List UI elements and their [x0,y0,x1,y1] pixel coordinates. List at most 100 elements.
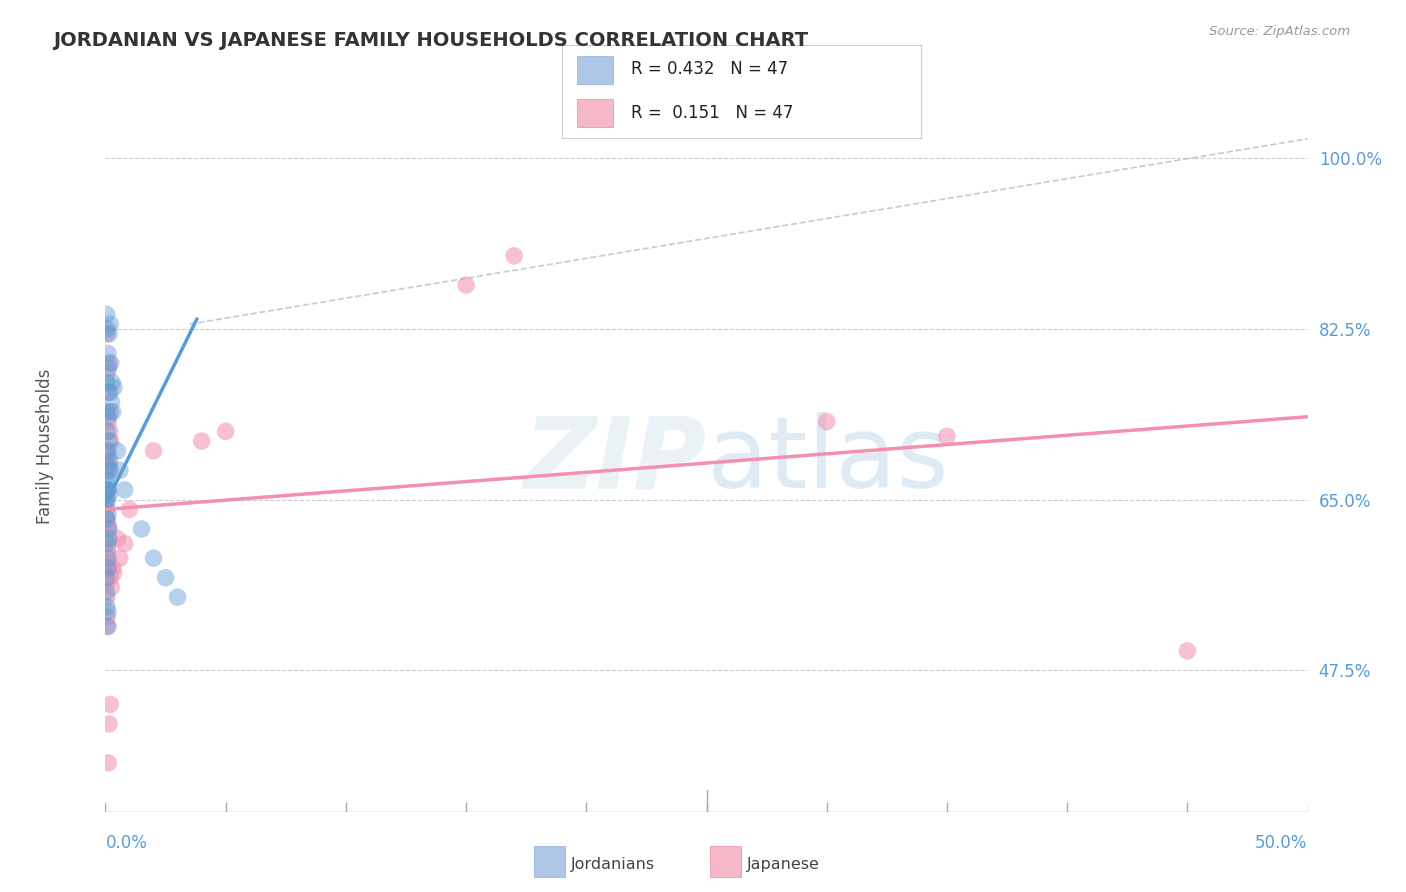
Point [97,532,120,546]
Text: Family Households: Family Households [37,368,55,524]
Point [97,605,120,619]
Point [96,492,118,507]
Point [96,498,118,512]
Point [107,532,129,546]
Point [96,376,118,390]
Point [96,585,118,599]
Point [96,483,118,497]
Point [96,599,118,614]
Text: Source: ZipAtlas.com: Source: ZipAtlas.com [1209,25,1350,38]
Point [97,409,120,424]
Point [97,443,120,458]
Point [97,551,120,566]
Bar [576,99,613,127]
Point [98,434,121,449]
Point [96,541,118,556]
Point [96,590,118,604]
Point [96,571,118,585]
Point [97,561,120,575]
Point [98,571,121,585]
Point [98,385,121,400]
Point [97,415,120,429]
Point [96,326,118,341]
Point [96,488,118,502]
Point [96,619,118,633]
Point [114,483,136,497]
Point [96,536,118,550]
Point [97,346,120,360]
Bar [576,56,613,84]
Point [96,561,118,575]
Point [96,405,118,419]
Point [96,458,118,473]
Point [107,443,129,458]
Point [97,522,120,536]
Point [97,546,120,560]
Point [108,463,131,477]
Point [96,512,118,526]
Text: R = 0.432   N = 47: R = 0.432 N = 47 [630,61,787,78]
Point [108,551,131,566]
Point [96,322,118,336]
Text: 0.0%: 0.0% [105,834,148,852]
Point [96,609,118,624]
Point [100,434,122,449]
Point [503,249,526,263]
Point [96,492,118,507]
Point [97,556,120,570]
Point [98,356,121,370]
Point [97,619,120,633]
Point [96,366,118,380]
Text: ZIP: ZIP [523,412,707,509]
Point [936,429,959,443]
Point [97,473,120,487]
Text: Japanese: Japanese [747,857,820,871]
Point [96,512,118,526]
Point [97,449,120,463]
Point [118,502,141,516]
Point [96,307,118,321]
Point [97,463,120,477]
Point [1175,644,1198,658]
Point [98,458,121,473]
Point [98,405,121,419]
Point [97,385,120,400]
Text: R =  0.151   N = 47: R = 0.151 N = 47 [630,103,793,121]
Point [98,453,121,467]
Point [96,443,118,458]
Point [155,571,177,585]
Point [101,376,124,390]
Point [190,434,212,449]
Point [103,566,125,580]
Point [98,326,121,341]
Text: JORDANIAN VS JAPANESE FAMILY HOUSEHOLDS CORRELATION CHART: JORDANIAN VS JAPANESE FAMILY HOUSEHOLDS … [53,31,808,50]
Point [97,516,120,531]
Point [97,483,120,497]
Point [101,405,124,419]
Point [454,278,477,293]
Point [142,551,165,566]
Point [96,483,118,497]
Point [98,488,121,502]
Point [96,502,118,516]
Point [97,508,120,522]
Point [100,581,122,595]
Point [98,717,121,731]
Point [98,532,121,546]
Text: atlas: atlas [707,412,948,509]
Point [98,522,121,536]
Point [98,425,121,439]
Point [815,415,838,429]
Point [98,463,121,477]
Point [214,425,236,439]
Point [103,380,125,394]
Text: Jordanians: Jordanians [571,857,655,871]
Point [101,561,124,575]
Point [142,443,165,458]
Point [96,473,118,487]
Text: 50.0%: 50.0% [1256,834,1308,852]
Point [96,425,118,439]
Point [98,317,121,331]
Point [131,522,153,536]
Point [114,536,136,550]
